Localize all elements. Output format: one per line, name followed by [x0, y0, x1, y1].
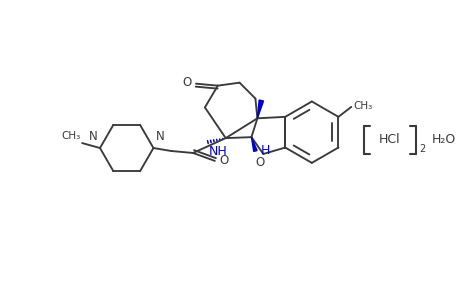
Text: CH₃: CH₃	[61, 131, 80, 141]
Text: N: N	[89, 130, 98, 143]
Text: NH: NH	[208, 146, 227, 158]
Polygon shape	[251, 137, 257, 152]
Text: 2: 2	[418, 144, 424, 154]
Polygon shape	[257, 100, 263, 118]
Text: O: O	[182, 76, 191, 89]
Text: CH₃: CH₃	[353, 101, 372, 111]
Text: N: N	[155, 130, 164, 143]
Text: H: H	[260, 145, 269, 158]
Text: O: O	[255, 156, 264, 170]
Text: H₂O: H₂O	[431, 133, 455, 146]
Text: O: O	[218, 154, 228, 167]
Text: HCl: HCl	[378, 133, 400, 146]
